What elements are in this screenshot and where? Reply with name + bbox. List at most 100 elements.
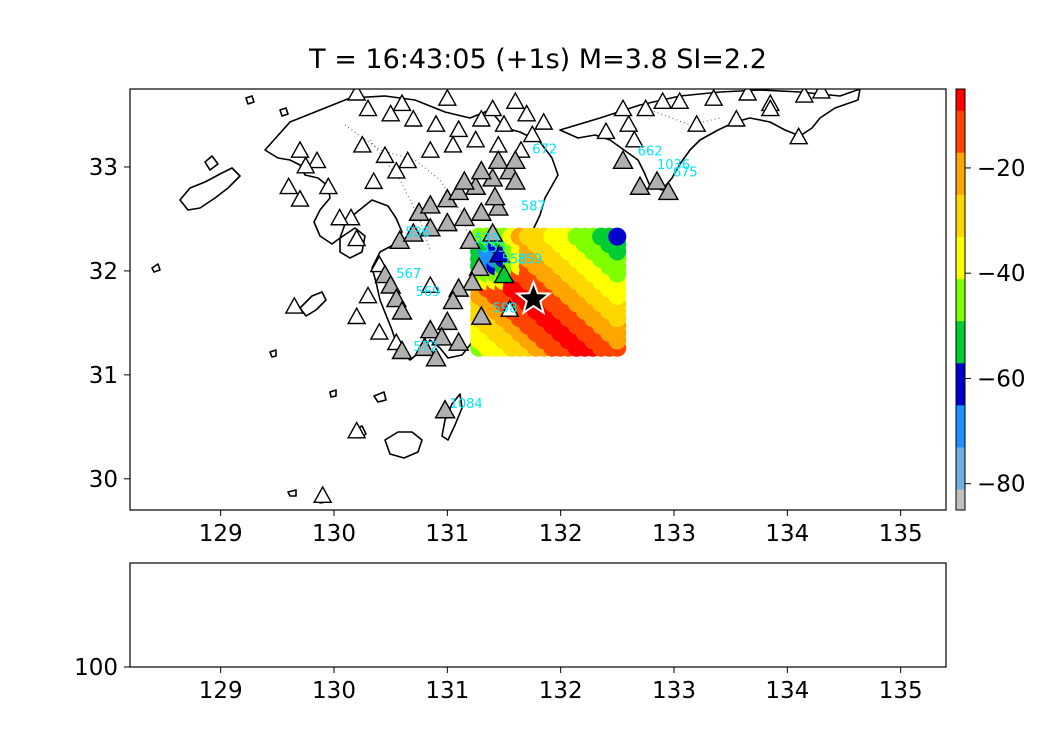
colorbar-band (956, 488, 965, 497)
colorbar-band (956, 152, 965, 160)
depth-grid-point (519, 740, 537, 750)
colorbar-band (956, 502, 965, 511)
station-label: 558 (502, 253, 527, 268)
station-triggered-marker (391, 339, 413, 360)
station-label: 572 (413, 340, 438, 355)
depth-grid-point (535, 740, 553, 750)
x-tick-label: 131 (425, 521, 469, 547)
depth-grid-point (600, 691, 618, 709)
depth-grid-point (560, 711, 578, 729)
depth-grid-point (519, 701, 537, 719)
depth-grid-point (511, 711, 529, 729)
depth-grid-point (568, 740, 586, 750)
colorbar-band (956, 166, 965, 174)
station-triggered-marker (425, 347, 447, 367)
depth-grid-point (592, 730, 610, 748)
depth-grid-point (600, 730, 618, 748)
colorbar-band (956, 418, 965, 427)
colorbar-band (956, 313, 965, 322)
depth-grid-point (600, 681, 618, 699)
colorbar-band (956, 481, 965, 490)
station-idle-marker (443, 135, 463, 153)
depth-grid-point (495, 730, 513, 748)
depth-grid-point (478, 711, 496, 729)
station-triggered-marker (402, 222, 425, 242)
station-idle-marker (471, 109, 492, 127)
depth-grid-point (576, 730, 594, 748)
depth-grid-point (495, 701, 513, 719)
depth-grid-point (511, 720, 529, 738)
colorbar-band (956, 460, 965, 469)
station-idle-marker (290, 140, 310, 158)
colorbar-ticks: −20 −40 −60 −80 (965, 156, 1026, 498)
station-idle-marker (624, 130, 645, 148)
colorbar-band (956, 390, 965, 399)
colorbar-band (956, 404, 965, 413)
depth-grid-point (535, 711, 553, 729)
depth-grid-point (503, 740, 521, 750)
depth-grid-point (486, 701, 504, 719)
station-label: 859 (518, 253, 543, 268)
station-triggered-marker (453, 170, 476, 190)
colorbar-tick-label: −40 (977, 261, 1026, 287)
tanegashima-coastline (441, 393, 463, 441)
y-tick-label: 33 (89, 155, 118, 181)
depth-grid-point (519, 711, 537, 729)
station-idle-marker (403, 109, 424, 127)
station-idle-marker (358, 285, 378, 304)
x-tick-label: 133 (652, 678, 696, 704)
station-triggered-marker (436, 310, 459, 331)
colorbar-band (956, 432, 965, 441)
station-idle-marker (295, 156, 316, 174)
depth-grid-point (470, 730, 488, 748)
depth-grid-point (511, 701, 529, 719)
y-tick-label: 31 (89, 363, 118, 389)
colorbar-band (956, 215, 965, 223)
depth-grid-point (478, 720, 496, 738)
station-idle-marker (318, 176, 339, 195)
station-idle-marker (788, 126, 809, 145)
station-label: 675 (673, 165, 698, 180)
colorbar-band (956, 334, 965, 343)
station-idle-marker (307, 150, 327, 169)
depth-grid-point (503, 691, 521, 709)
depth-grid-point (584, 730, 602, 748)
triggered-stations-layer (374, 149, 680, 419)
depth-grid-point (608, 711, 626, 729)
colorbar-band (956, 110, 965, 118)
depth-grid-point (486, 681, 504, 699)
colorbar-band (956, 271, 965, 280)
station-idle-marker (346, 89, 367, 101)
depth-grid-point (560, 740, 578, 750)
station-triggered-marker (459, 229, 481, 250)
depth-grid-point (600, 701, 618, 719)
station-idle-marker (369, 322, 390, 340)
station-idle-marker (375, 145, 395, 164)
station-idle-marker (737, 89, 758, 101)
colorbar-band (956, 439, 965, 448)
station-triggered-marker (493, 264, 515, 284)
x-tick-label: 133 (652, 521, 696, 547)
station-idle-marker (499, 299, 520, 317)
station-triggered-marker (481, 222, 504, 242)
station-triggered-marker (504, 170, 527, 190)
y-tick-label: 32 (89, 259, 118, 285)
x-tick-label: 129 (199, 678, 243, 704)
depth-grid-point (551, 740, 569, 750)
station-triggered-marker (629, 175, 651, 195)
depth-grid-point (527, 740, 545, 750)
station-idle-marker (760, 98, 781, 117)
depth-grid-point (543, 711, 561, 729)
x-tick-label: 130 (312, 678, 356, 704)
colorbar-band (956, 89, 965, 97)
depth-grid-point (527, 730, 545, 748)
idle-stations-layer (278, 89, 832, 504)
station-idle-marker (494, 114, 514, 132)
station-idle-marker (363, 171, 384, 190)
colorbar-band (956, 320, 965, 329)
x-tick-label: 129 (199, 521, 243, 547)
colorbar-band (956, 236, 965, 244)
depth-grid-point (543, 740, 561, 750)
